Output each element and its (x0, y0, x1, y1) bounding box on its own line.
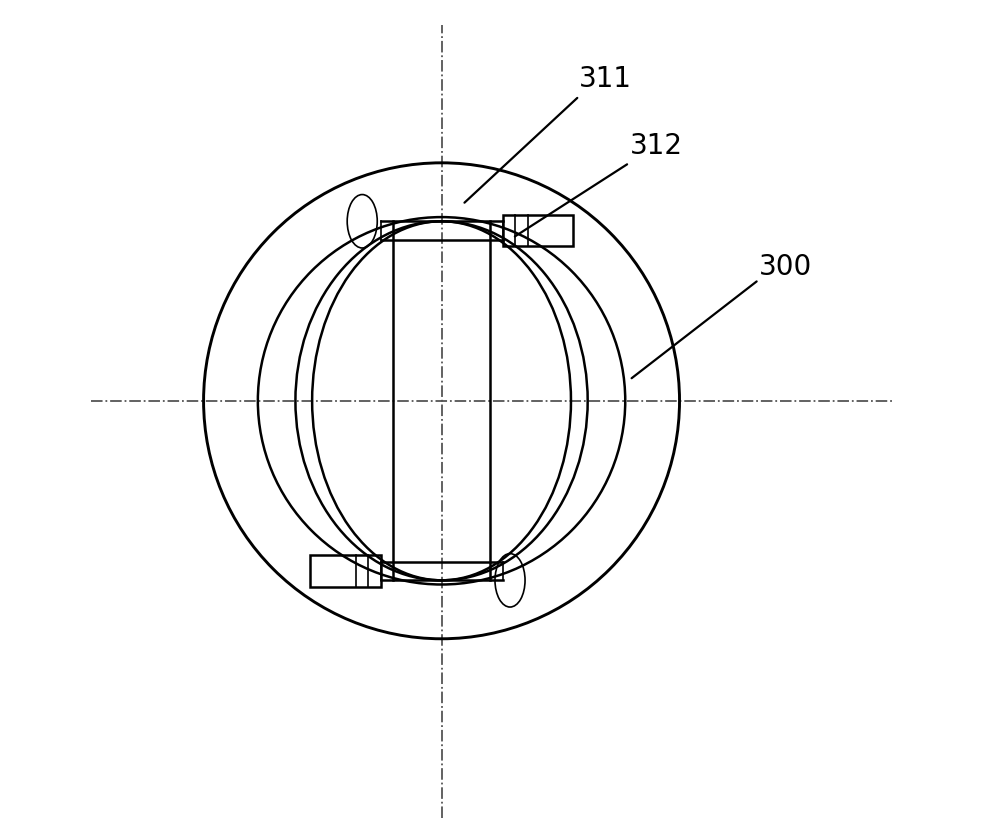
Text: 300: 300 (759, 253, 812, 281)
Bar (310, 555, 381, 587)
Text: 312: 312 (629, 132, 682, 160)
Text: 311: 311 (579, 65, 632, 94)
Bar (503, 215, 573, 246)
